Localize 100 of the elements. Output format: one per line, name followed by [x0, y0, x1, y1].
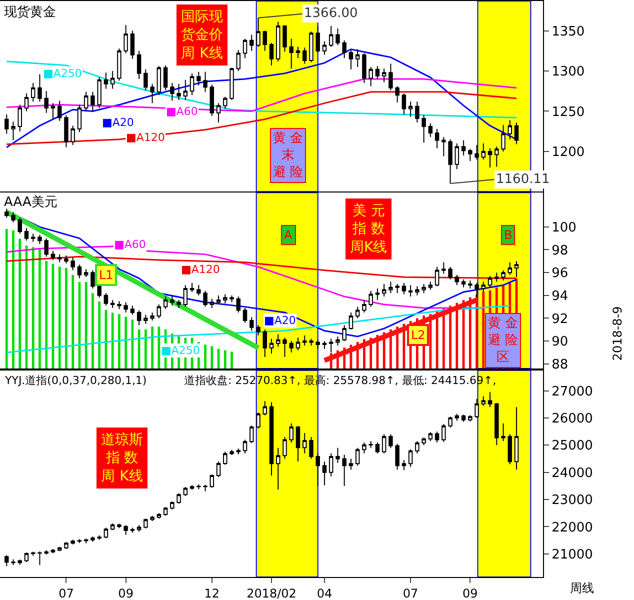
candlestick [24, 552, 29, 563]
candlestick [242, 38, 248, 59]
candlestick [18, 559, 22, 566]
candlestick [296, 426, 300, 462]
candlestick [434, 431, 440, 443]
candlestick [124, 24, 128, 54]
candlestick [210, 474, 214, 488]
candlestick [250, 34, 254, 52]
candlestick [262, 400, 267, 416]
bar [72, 274, 74, 368]
x-tick-label: 2018/02 [246, 586, 296, 600]
candlestick [448, 138, 452, 184]
candlestick [481, 142, 486, 160]
candlestick [442, 423, 446, 442]
candlestick [328, 338, 334, 353]
candlestick [408, 284, 413, 298]
candlestick [57, 100, 62, 122]
candlestick [216, 102, 221, 123]
candlestick [395, 86, 400, 103]
candlestick [156, 66, 162, 96]
candlestick [223, 294, 228, 304]
candlestick [84, 538, 88, 544]
candlestick [508, 120, 512, 140]
candlestick [514, 122, 519, 145]
candlestick [144, 68, 148, 91]
candlestick [316, 452, 320, 486]
candlestick [276, 334, 280, 348]
y-tick-label: 92 [552, 312, 568, 327]
annotation: 黄 金末避 险 [273, 131, 304, 180]
candlestick [230, 449, 234, 456]
bar [124, 316, 127, 368]
candlestick [461, 414, 466, 422]
candlestick [110, 70, 115, 90]
candlestick [428, 281, 433, 290]
candlestick [130, 30, 135, 60]
candlestick [289, 38, 294, 70]
candlestick [124, 302, 128, 314]
annotation: B [504, 228, 512, 242]
candlestick [130, 305, 135, 316]
candlestick [70, 539, 75, 545]
candlestick [342, 40, 346, 59]
annotation: 道琼斯指 数周 K线 [101, 432, 143, 484]
bar [158, 326, 160, 368]
series-label: L2 [411, 328, 426, 342]
candlestick [262, 329, 267, 358]
bar [84, 282, 88, 368]
candlestick [84, 268, 88, 278]
candlestick [117, 300, 122, 310]
candlestick [408, 101, 413, 118]
candlestick [11, 558, 16, 566]
candlestick [342, 324, 346, 342]
candlestick [355, 306, 360, 319]
candlestick [84, 91, 88, 112]
candlestick [415, 101, 420, 123]
candlestick [388, 63, 393, 91]
candlestick [256, 324, 260, 336]
candlestick [130, 527, 135, 534]
candlestick [250, 425, 254, 444]
candlestick [461, 278, 466, 288]
candlestick [428, 122, 433, 138]
candlestick [117, 523, 122, 529]
candlestick [136, 310, 142, 326]
candlestick [104, 292, 108, 306]
y-tick-label: 1250 [552, 104, 585, 120]
x-tick-label: 04 [316, 586, 332, 600]
candlestick [448, 266, 452, 280]
candlestick [236, 296, 241, 314]
candlestick [223, 451, 228, 466]
candlestick [90, 91, 95, 112]
candlestick [368, 440, 373, 448]
bar [204, 344, 206, 368]
candlestick [223, 96, 228, 110]
candlestick [242, 307, 248, 324]
candlestick [230, 67, 234, 100]
candlestick [110, 299, 115, 308]
bar [456, 302, 458, 368]
bar [18, 238, 22, 368]
candlestick [322, 460, 327, 486]
candlestick [454, 274, 460, 286]
y-tick-label: 100 [552, 220, 576, 236]
bar [442, 308, 445, 368]
bar [12, 230, 14, 368]
bar [32, 247, 34, 368]
annotation: 1366.00 [304, 6, 358, 21]
candlestick [494, 402, 499, 446]
candlestick [150, 312, 154, 322]
y-tick-label: 21000 [552, 547, 593, 562]
candlestick [163, 296, 168, 310]
candlestick [256, 412, 260, 429]
series-label: ■A60 [166, 105, 198, 118]
candlestick [309, 436, 314, 460]
series-label: ■A60 [114, 238, 146, 251]
candlestick [38, 234, 42, 245]
candlestick [269, 338, 274, 354]
y-tick-label: 98 [552, 243, 568, 258]
candlestick [428, 432, 433, 442]
candlestick [422, 437, 426, 446]
candlestick [328, 25, 334, 48]
y-tick-label: 26000 [552, 412, 593, 427]
x-tick-label: 09 [118, 586, 134, 600]
